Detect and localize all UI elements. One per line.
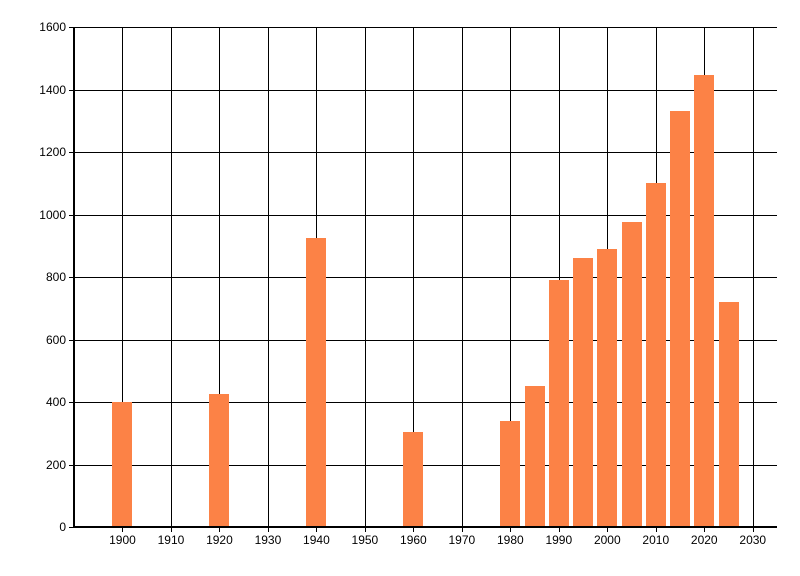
y-axis-label: 1400: [39, 82, 66, 97]
x-tick: [316, 527, 318, 532]
x-axis-label: 2000: [593, 533, 621, 547]
y-axis-line: [73, 27, 75, 527]
bar: [548, 280, 569, 527]
y-axis-label: 1600: [39, 20, 66, 34]
x-axis-label: 1960: [400, 533, 427, 547]
x-tick: [219, 527, 221, 532]
x-axis-label: 1900: [109, 533, 136, 547]
y-axis-label: 800: [45, 270, 66, 284]
bar: [524, 386, 545, 527]
y-gridline: [74, 402, 777, 403]
y-gridline: [74, 277, 777, 278]
x-tick: [413, 527, 415, 532]
x-tick: [752, 527, 754, 532]
bar: [573, 258, 594, 527]
x-tick: [122, 527, 124, 532]
y-tick: [69, 527, 74, 528]
y-axis-label: 400: [45, 395, 66, 409]
x-tick: [170, 527, 172, 532]
y-tick: [69, 27, 74, 28]
x-tick: [364, 527, 366, 532]
x-axis-label: 1910: [157, 533, 185, 547]
x-gridline: [510, 27, 512, 527]
y-tick: [69, 464, 74, 466]
y-tick: [69, 152, 74, 153]
y-axis-label: 600: [45, 332, 66, 347]
x-gridline: [752, 27, 754, 527]
bar: [645, 183, 666, 527]
y-gridline: [74, 464, 777, 466]
bar: [500, 420, 521, 527]
bar: [621, 222, 642, 527]
y-gridline: [74, 27, 777, 28]
y-gridline: [74, 89, 777, 91]
x-axis-label: 1940: [303, 533, 330, 547]
bar: [694, 75, 715, 527]
y-gridline: [74, 339, 777, 341]
bar: [670, 111, 691, 527]
y-tick: [69, 277, 74, 278]
y-axis-label: 1000: [39, 207, 66, 222]
x-gridline: [122, 27, 124, 527]
x-tick: [267, 527, 269, 532]
bar: [597, 248, 618, 527]
x-tick: [558, 527, 560, 532]
y-gridline: [74, 214, 777, 216]
x-gridline: [364, 27, 366, 527]
x-axis-label: 2020: [690, 533, 718, 547]
x-axis-label: 1950: [351, 533, 379, 547]
y-axis-label: 1200: [39, 145, 66, 159]
x-axis-label: 1990: [545, 533, 573, 547]
x-axis-label: 1970: [448, 533, 476, 547]
x-gridline: [170, 27, 172, 527]
y-axis-label: 200: [45, 457, 66, 472]
bar: [209, 394, 230, 527]
x-gridline: [461, 27, 463, 527]
y-tick: [69, 214, 74, 216]
x-tick: [607, 527, 609, 532]
x-gridline: [267, 27, 269, 527]
x-tick: [655, 527, 657, 532]
y-tick: [69, 89, 74, 91]
bar: [112, 402, 133, 527]
x-axis-line: [73, 526, 777, 528]
x-axis-label: 2010: [642, 533, 670, 547]
x-axis-label: 1980: [496, 533, 524, 547]
x-axis-label: 2030: [739, 533, 767, 547]
x-tick: [461, 527, 463, 532]
y-gridline: [74, 152, 777, 153]
bar: [718, 302, 739, 527]
y-tick: [69, 339, 74, 341]
x-gridline: [558, 27, 560, 527]
bar: [403, 431, 424, 527]
x-axis-label: 1920: [206, 533, 233, 547]
bar: [306, 237, 327, 527]
y-tick: [69, 402, 74, 403]
x-tick: [510, 527, 512, 532]
x-gridline: [413, 27, 415, 527]
x-axis-label: 1930: [254, 533, 282, 547]
x-tick: [704, 527, 706, 532]
x-gridline: [219, 27, 221, 527]
y-axis-label: 0: [59, 520, 66, 534]
